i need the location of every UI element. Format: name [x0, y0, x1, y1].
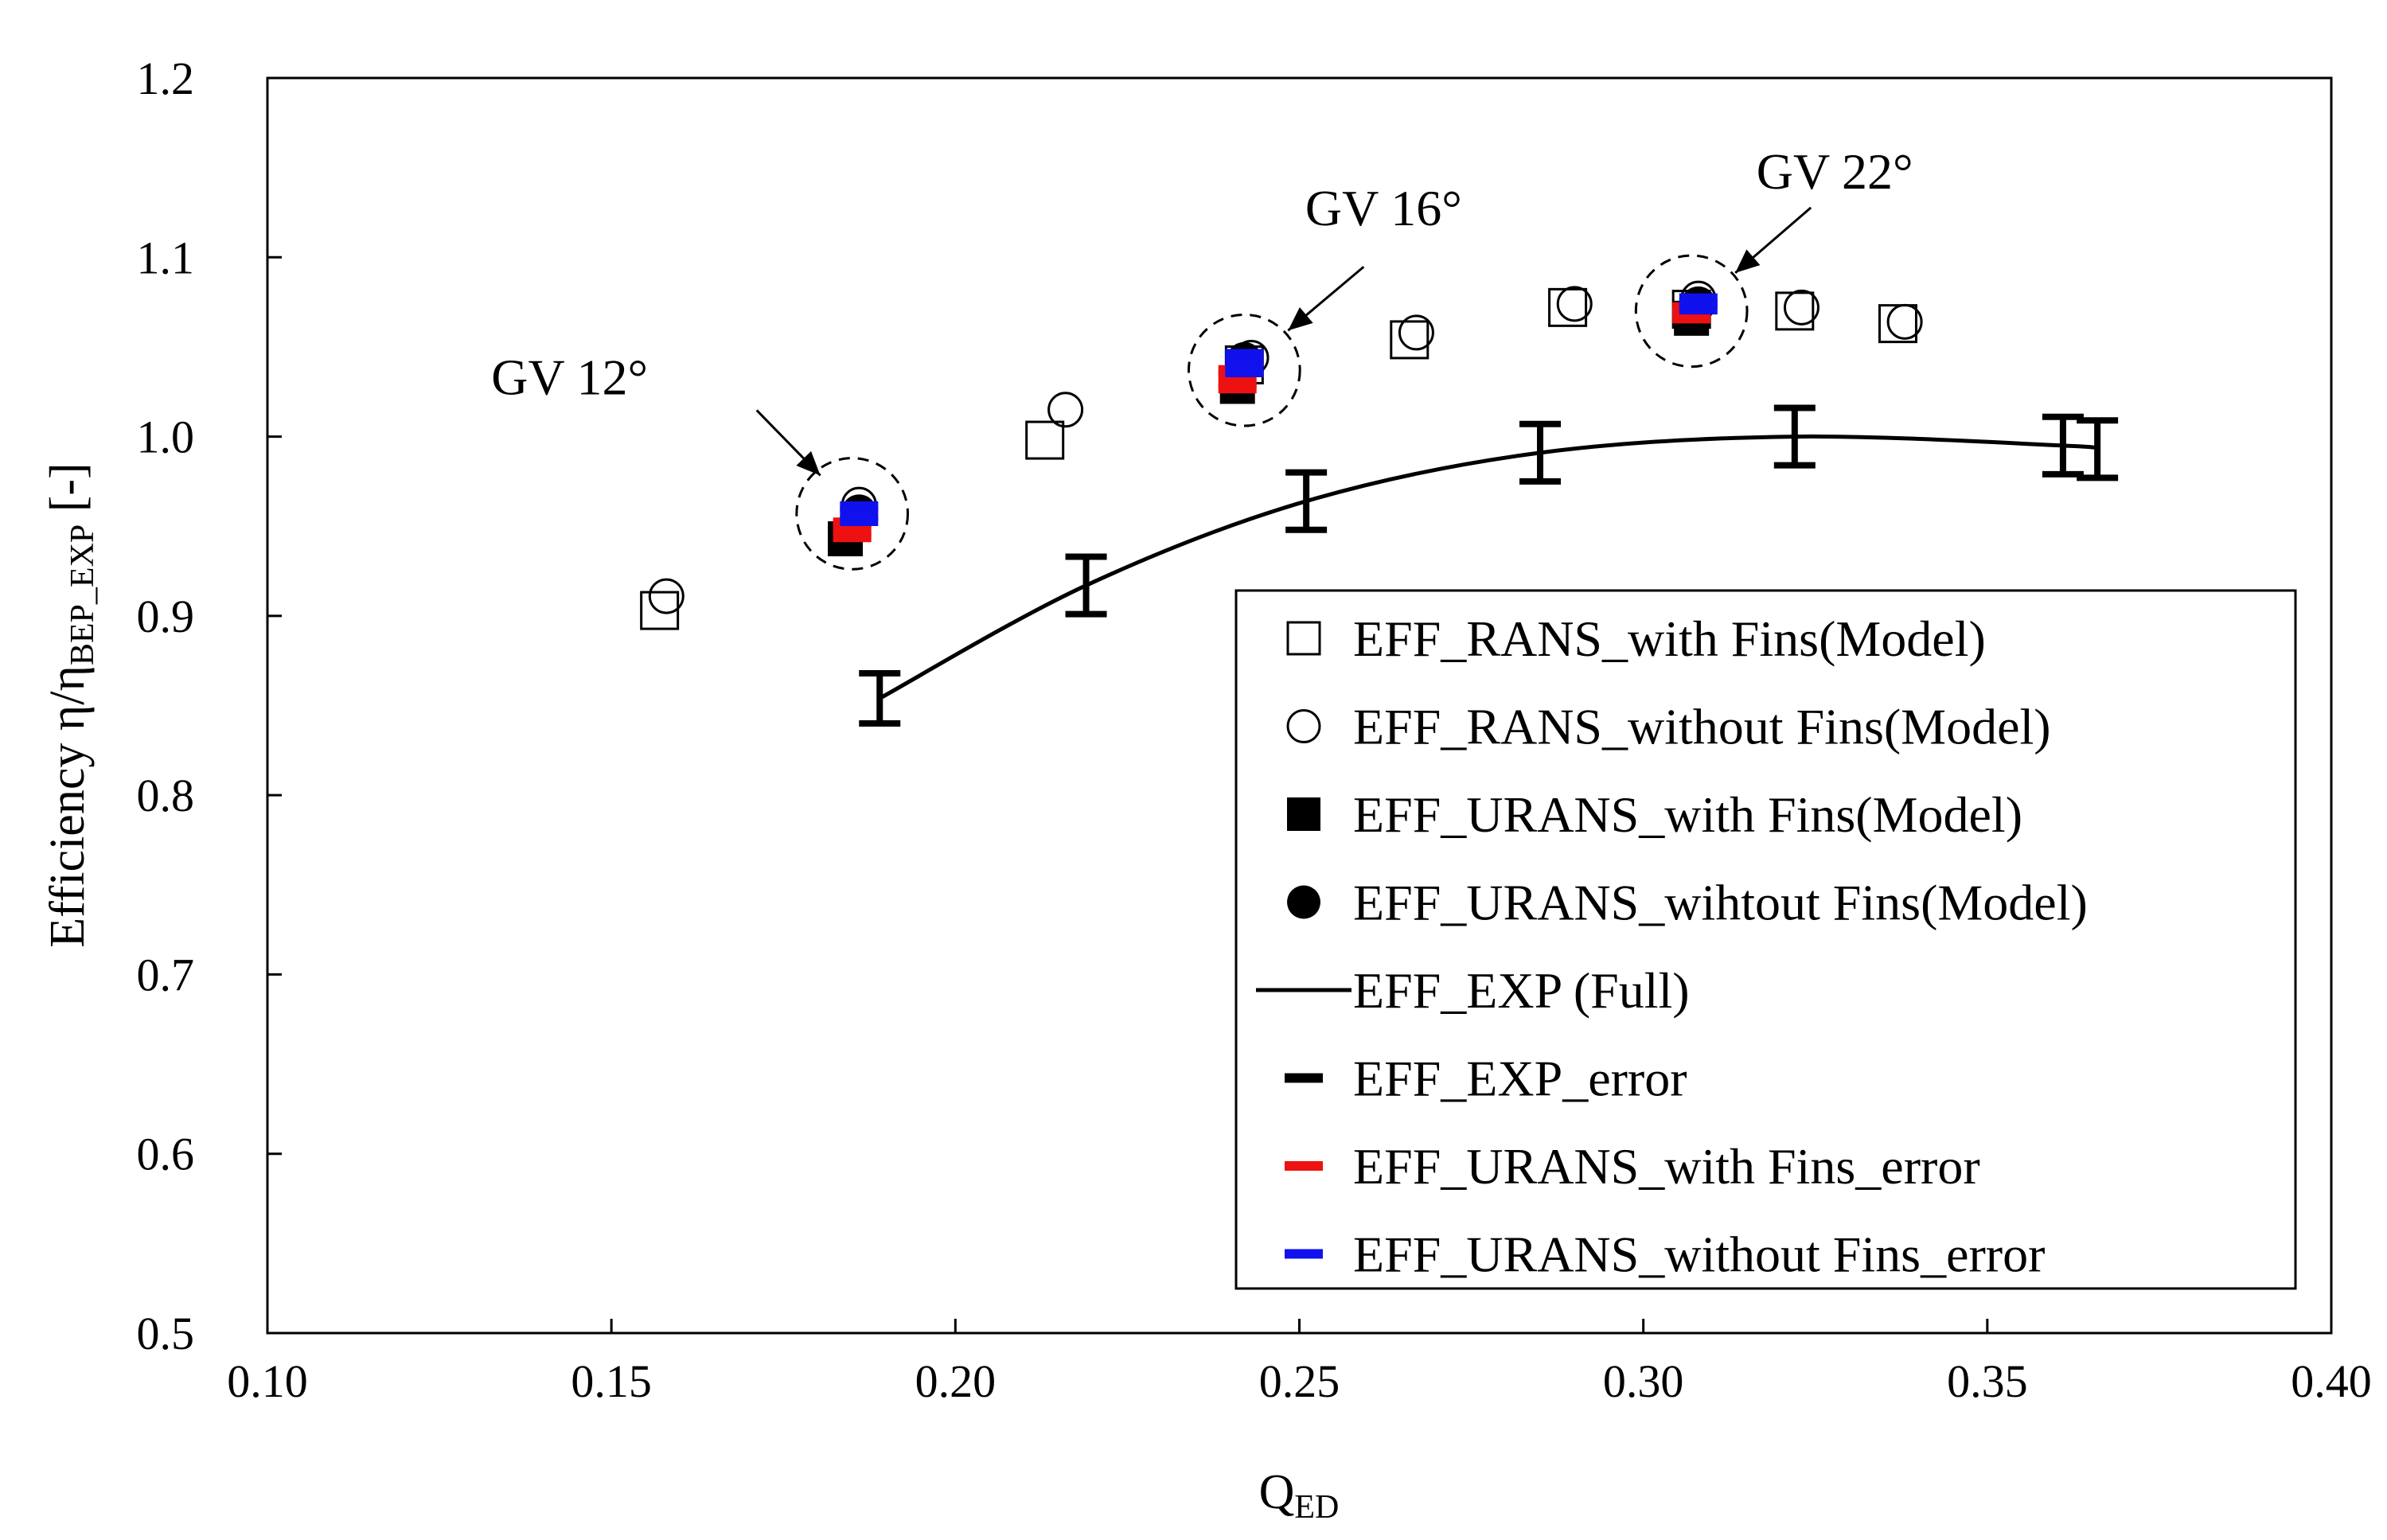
eff-rans-with-fins-model-point-0	[640, 591, 680, 630]
y-axis-label: Efficiency η/ηBEP_EXP [-]	[41, 462, 101, 947]
y-tick-label-4: 0.9	[137, 591, 195, 642]
x-axis-label-main: Q	[1259, 1465, 1295, 1519]
y-axis-label-sub: BEP_EXP	[64, 524, 101, 665]
legend-item-5: EFF_EXP_error	[1285, 1051, 1687, 1107]
annotation-circle-0	[795, 457, 910, 571]
eff-exp-error-point-4	[1773, 404, 1816, 469]
legend-item-1: EFF_RANS_without Fins(Model)	[1286, 699, 2051, 755]
eff-rans-with-fins-model-point-3	[1390, 320, 1429, 360]
legend-label-5: EFF_EXP_error	[1353, 1051, 1687, 1107]
x-axis-label: QED	[1259, 1465, 1340, 1526]
legend-symbol-1	[1286, 709, 1321, 743]
y-tick-label-0: 0.5	[137, 1308, 195, 1359]
x-tick-label-2: 0.20	[915, 1355, 997, 1407]
legend-box	[1234, 589, 2297, 1290]
eff-rans-without-fins-model-point-1	[1047, 392, 1084, 428]
legend-label-0: EFF_RANS_with Fins(Model)	[1353, 610, 1986, 667]
eff-exp-error-point-5	[2042, 413, 2084, 478]
eff-urans-without-fins-error-point-2	[1679, 293, 1718, 315]
x-tick-label-4: 0.30	[1603, 1355, 1684, 1407]
legend-item-4: EFF_EXP (Full)	[1256, 962, 1690, 1019]
series	[640, 280, 2119, 727]
legend: EFF_RANS_with Fins(Model) EFF_RANS_withou…	[1234, 589, 2297, 1290]
y-axis-label-main: Efficiency η/η	[41, 665, 95, 948]
y-tick-label-6: 1.1	[137, 232, 195, 283]
legend-label-6: EFF_URANS_with Fins_error	[1353, 1138, 1980, 1195]
legend-label-7: EFF_URANS_without Fins_error	[1353, 1226, 2045, 1283]
annotation-arrowhead-1	[1288, 306, 1313, 331]
axis-ticks: 0.10 0.15 0.20 0.25 0.30 0.35 0.40 0.5 0.6 0.7 0.8…	[137, 53, 2372, 1407]
legend-symbol-2	[1287, 797, 1320, 831]
y-tick-label-3: 0.8	[137, 770, 195, 821]
eff-rans-without-fins-model-point-8	[1886, 303, 1923, 340]
legend-label-3: EFF_URANS_wihtout Fins(Model)	[1353, 875, 2088, 931]
y-tick-label-5: 1.0	[137, 411, 195, 463]
eff-exp-error-point-6	[2077, 417, 2119, 481]
eff-exp-error-point-0	[859, 669, 901, 727]
eff-rans-without-fins-model-point-4	[1398, 314, 1434, 351]
eff-rans-without-fins-model-point-7	[1783, 289, 1820, 326]
legend-item-7: EFF_URANS_without Fins_error	[1285, 1226, 2045, 1283]
legend-label-2: EFF_URANS_with Fins(Model)	[1353, 786, 2022, 843]
y-tick-label-7: 1.2	[137, 53, 195, 104]
eff-rans-without-fins-model-point-0	[648, 578, 685, 614]
series-eff-urans-without-fins-error	[840, 293, 1718, 526]
annotations: GV 12° GV 16° GV 22°	[491, 143, 1913, 571]
eff-urans-without-fins-error-point-0	[840, 501, 879, 526]
eff-urans-without-fins-error-point-1	[1225, 349, 1264, 377]
eff-exp-error-point-2	[1285, 469, 1328, 533]
annotation-label-0: GV 12°	[491, 349, 648, 405]
y-axis-label-suffix: [-]	[41, 462, 95, 524]
legend-symbol-0	[1286, 621, 1321, 656]
annotation-circle-2	[1634, 254, 1749, 368]
annotation-arrowhead-0	[796, 450, 821, 476]
series-eff-exp-error	[859, 404, 2119, 727]
x-tick-label-3: 0.25	[1259, 1355, 1340, 1407]
annotation-circle-1	[1188, 313, 1301, 427]
legend-item-0: EFF_RANS_with Fins(Model)	[1286, 610, 1986, 667]
y-tick-label-2: 0.7	[137, 949, 195, 1000]
x-tick-label-5: 0.35	[1947, 1355, 2028, 1407]
annotation-arrowhead-2	[1735, 249, 1761, 273]
legend-item-2: EFF_URANS_with Fins(Model)	[1287, 786, 2022, 843]
legend-item-6: EFF_URANS_with Fins_error	[1285, 1138, 1980, 1195]
x-tick-label-0: 0.10	[227, 1355, 308, 1407]
annotation-label-1: GV 16°	[1305, 180, 1462, 236]
x-axis-label-sub: ED	[1294, 1489, 1339, 1526]
eff-rans-with-fins-model-point-1	[1025, 420, 1065, 460]
legend-label-4: EFF_EXP (Full)	[1353, 962, 1690, 1019]
annotation-label-2: GV 22°	[1757, 143, 1913, 200]
legend-symbol-3	[1287, 885, 1320, 919]
x-tick-label-1: 0.15	[571, 1355, 652, 1407]
x-tick-label-6: 0.40	[2291, 1355, 2372, 1407]
eff-exp-error-point-3	[1519, 420, 1562, 485]
y-tick-label-1: 0.6	[137, 1129, 195, 1180]
eff-exp-error-point-1	[1065, 553, 1107, 618]
legend-item-3: EFF_URANS_wihtout Fins(Model)	[1287, 875, 2088, 931]
legend-label-1: EFF_RANS_without Fins(Model)	[1353, 699, 2051, 755]
eff-rans-without-fins-model-point-5	[1556, 286, 1593, 322]
